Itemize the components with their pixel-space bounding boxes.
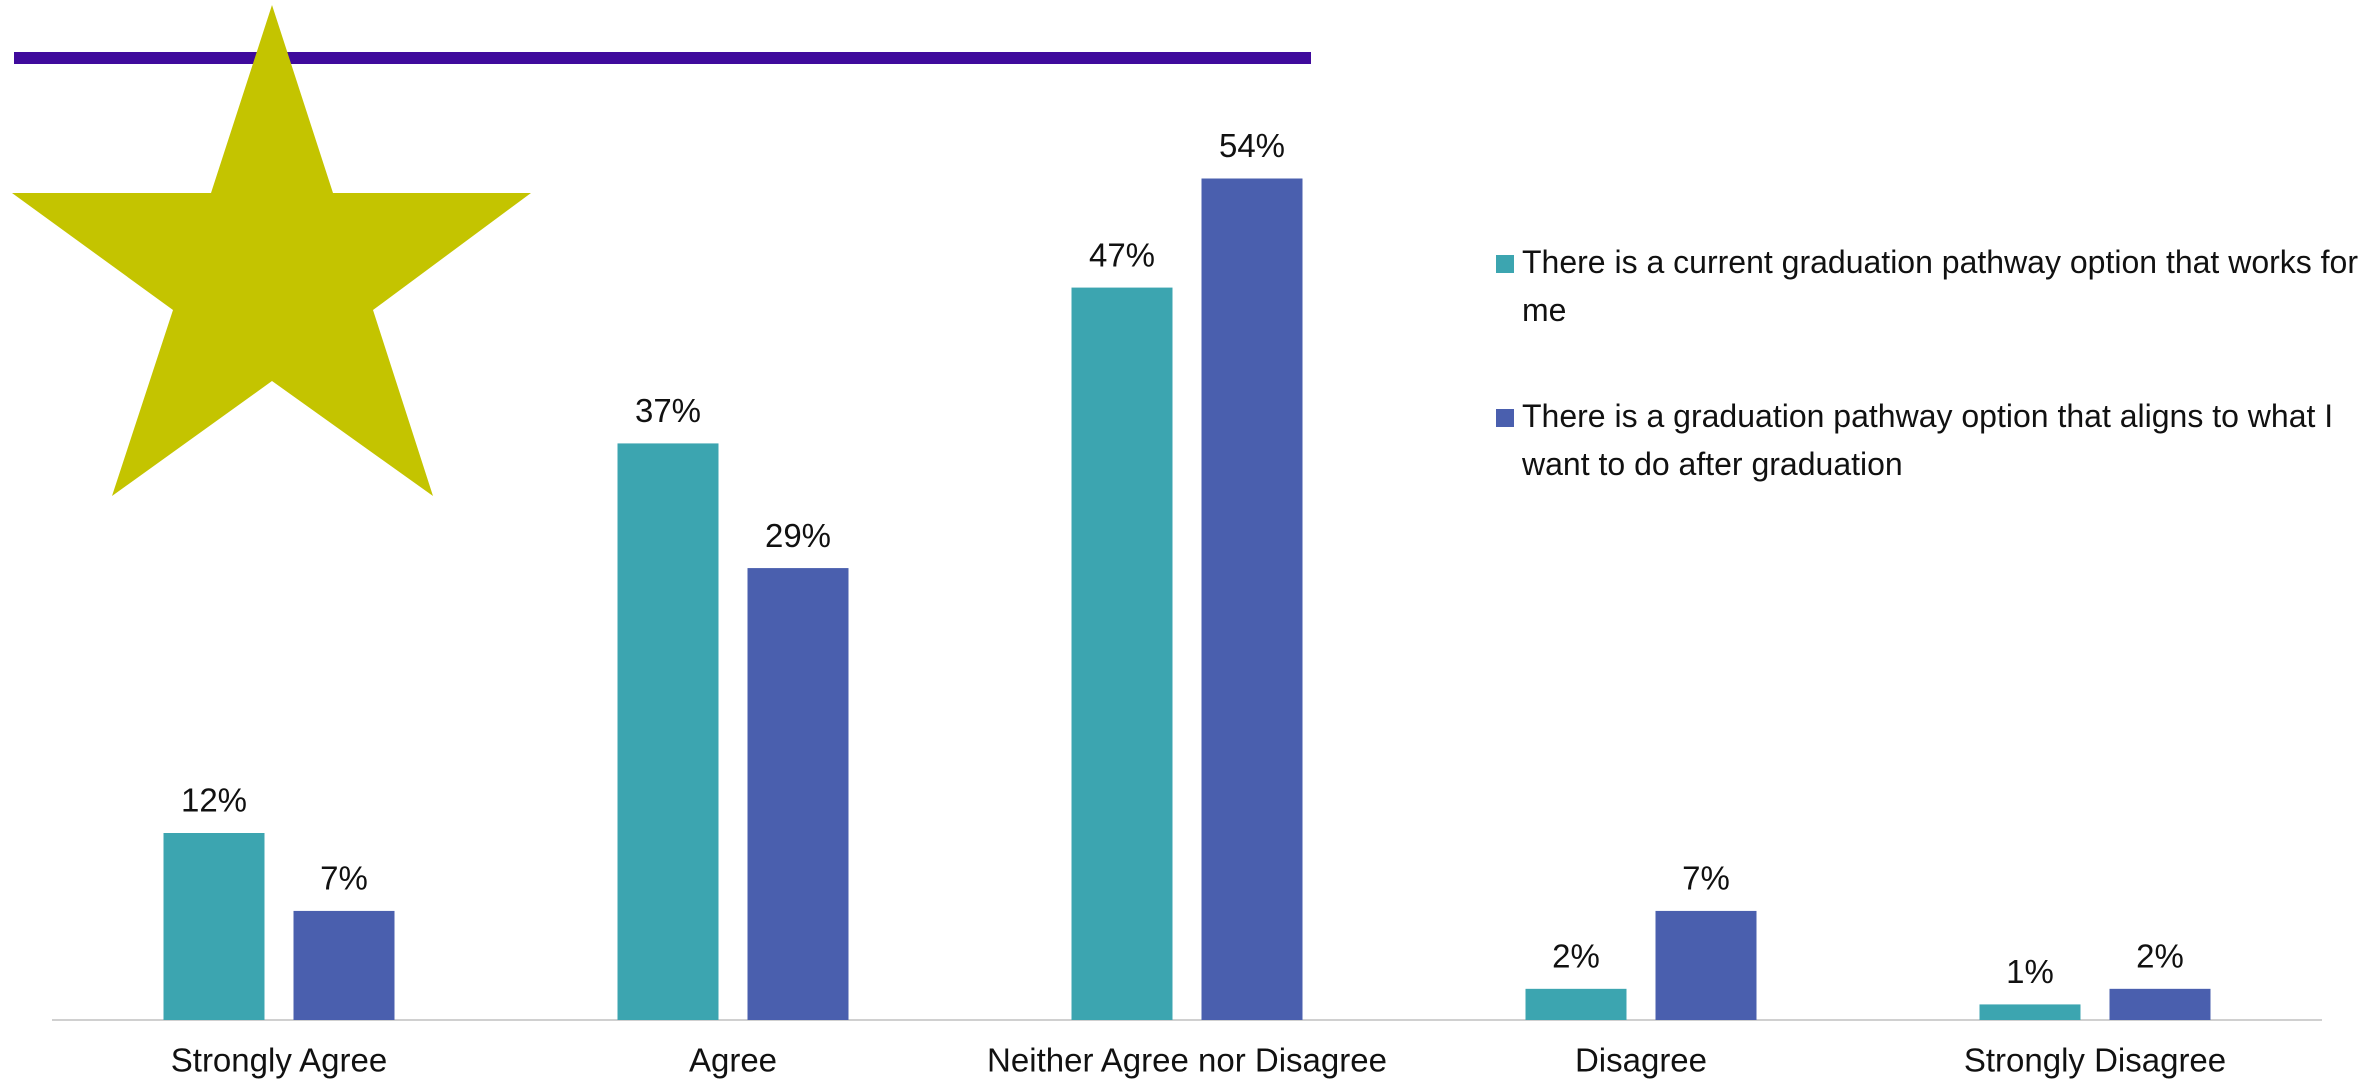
data-label: 2%: [2136, 938, 2184, 975]
data-label: 1%: [2006, 953, 2054, 990]
bar: [617, 443, 719, 1021]
legend-label: There is a current graduation pathway op…: [1522, 244, 2358, 328]
bar: [163, 833, 265, 1020]
x-tick-label: Strongly Disagree: [1964, 1042, 2226, 1079]
bar: [2109, 988, 2211, 1020]
x-tick-label: Agree: [689, 1042, 777, 1079]
bar: [1655, 910, 1757, 1020]
data-label: 29%: [765, 517, 831, 554]
data-label: 37%: [635, 392, 701, 429]
data-label: 47%: [1089, 236, 1155, 273]
data-label: 7%: [320, 860, 368, 897]
bar: [1071, 287, 1173, 1020]
legend-swatch: [1496, 255, 1514, 273]
bar: [293, 910, 395, 1020]
legend-label: There is a graduation pathway option tha…: [1522, 398, 2334, 482]
x-tick-label: Disagree: [1575, 1042, 1707, 1079]
legend-entry: There is a graduation pathway option tha…: [1496, 392, 2374, 488]
bar: [747, 568, 849, 1020]
legend-entry: There is a current graduation pathway op…: [1496, 238, 2374, 334]
bar: [1979, 1004, 2081, 1020]
bar: [1201, 178, 1303, 1020]
data-label: 2%: [1552, 938, 1600, 975]
x-tick-label: Neither Agree nor Disagree: [987, 1042, 1387, 1079]
data-label: 12%: [181, 782, 247, 819]
decor-star: [12, 5, 531, 496]
legend-swatch: [1496, 409, 1514, 427]
data-label: 7%: [1682, 860, 1730, 897]
data-label: 54%: [1219, 127, 1285, 164]
x-tick-label: Strongly Agree: [171, 1042, 387, 1079]
bar: [1525, 988, 1627, 1020]
